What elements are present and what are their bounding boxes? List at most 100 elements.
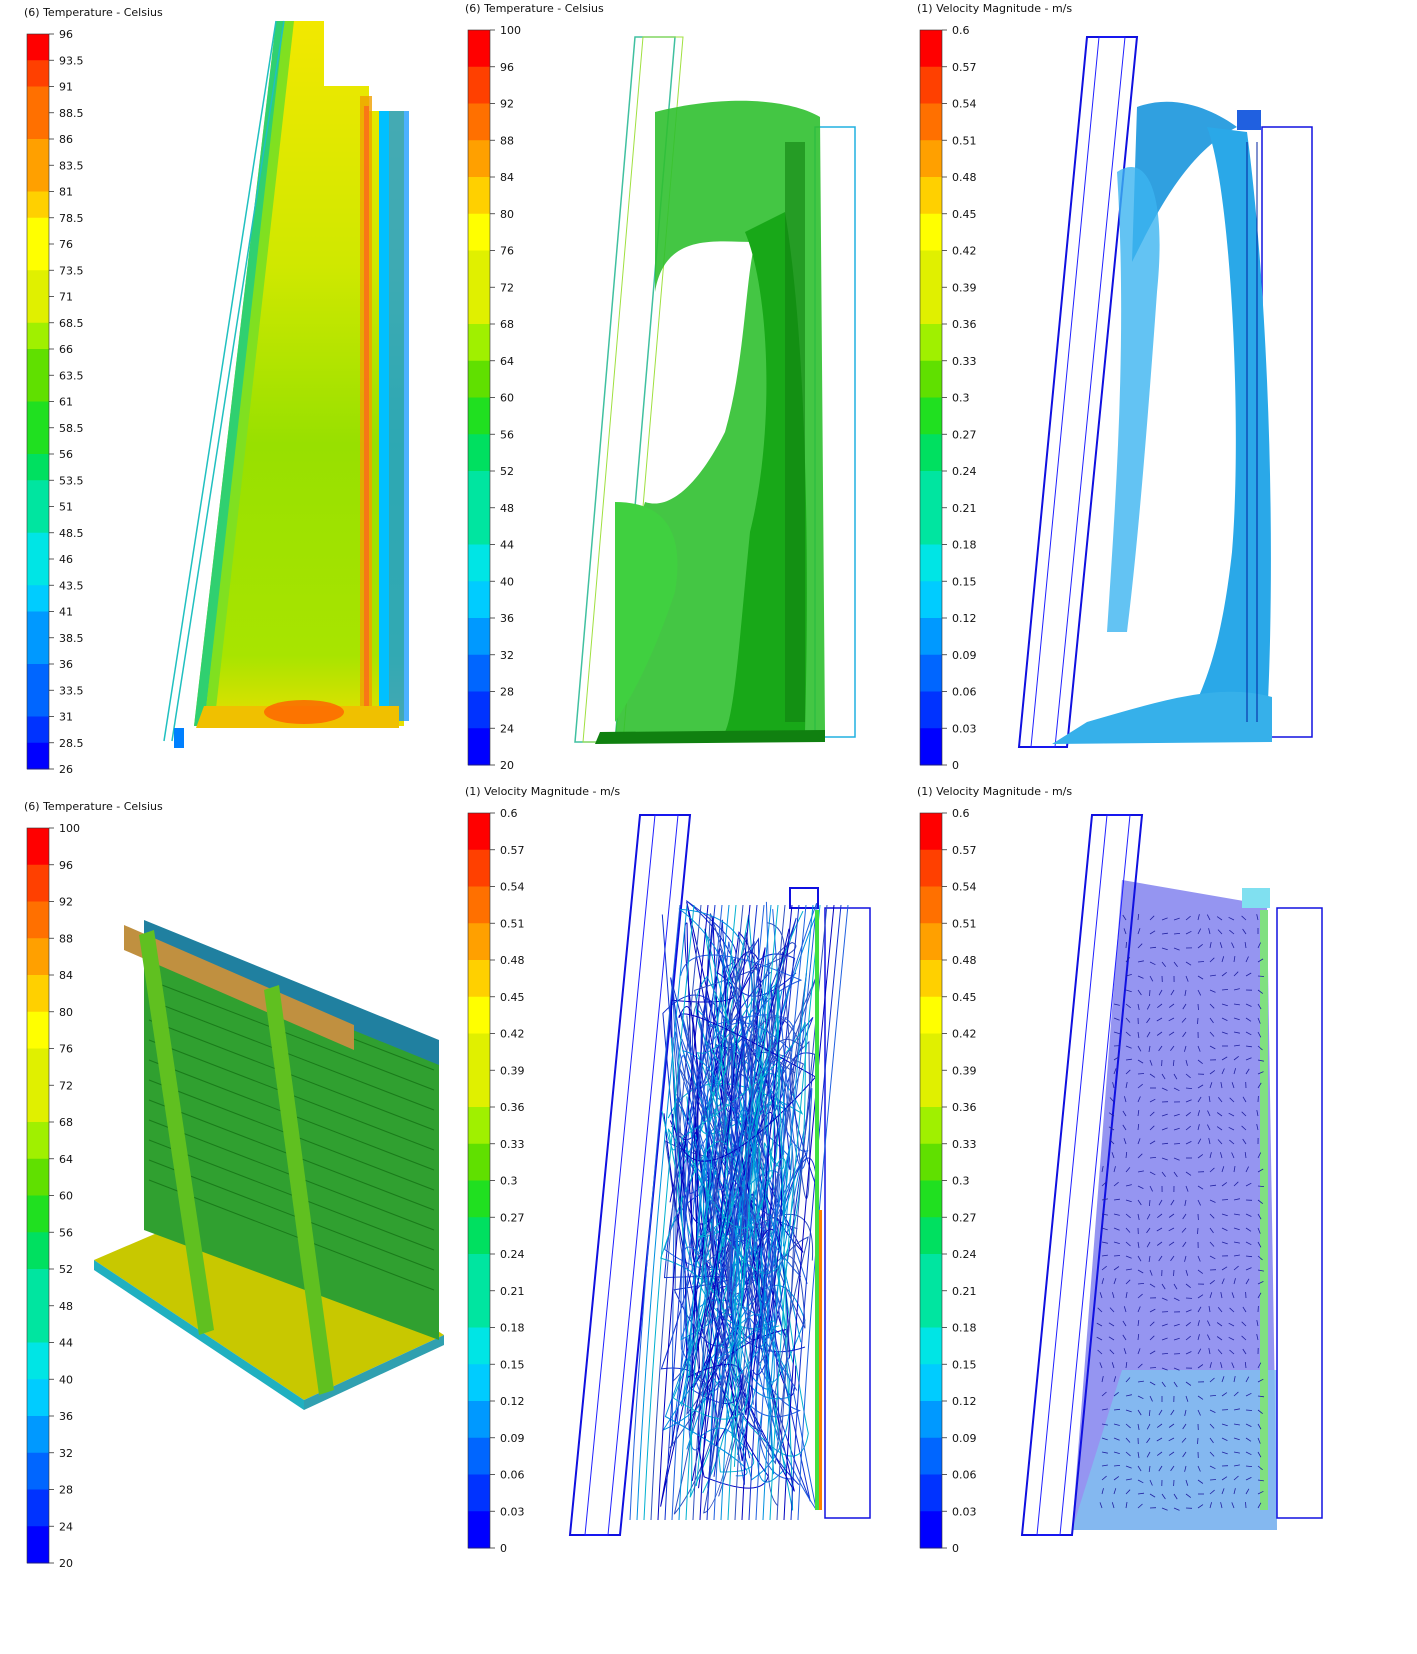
- vector-arrow: [1209, 1045, 1216, 1050]
- vector-arrow: [1257, 1003, 1262, 1010]
- vector-arrow: [1197, 1364, 1204, 1369]
- vector-arrow: [1137, 1492, 1145, 1495]
- legend-tick-label: 0.21: [500, 1285, 525, 1298]
- vector-arrow: [1257, 1437, 1261, 1444]
- legend-tick-label: 0.24: [500, 1248, 525, 1261]
- vector-arrow: [1173, 961, 1178, 968]
- vector-arrow: [1209, 1255, 1216, 1260]
- vector-arrow: [1217, 1349, 1223, 1355]
- vector-arrow: [1137, 1059, 1144, 1064]
- vector-arrow: [1229, 1307, 1235, 1313]
- vector-arrow: [1123, 1138, 1127, 1145]
- legend-swatch: [920, 103, 942, 141]
- vector-arrow: [1101, 1254, 1108, 1257]
- legend-tick-label: 0.54: [952, 881, 977, 894]
- legend-tick-label: 83.5: [59, 159, 84, 172]
- vector-arrow: [1137, 1293, 1143, 1299]
- streamline: [670, 972, 795, 1492]
- vector-arrow: [1209, 1213, 1215, 1219]
- legend-tick-label: 0.18: [500, 1322, 525, 1335]
- vector-arrow: [1168, 1451, 1175, 1456]
- vector-arrow: [1125, 1069, 1131, 1075]
- vector-arrow: [1101, 1278, 1104, 1285]
- vector-arrow: [1149, 961, 1156, 966]
- vector-arrow: [1197, 1185, 1204, 1190]
- vector-arrow: [1229, 1349, 1235, 1355]
- panel-title: (6) Temperature - Celsius: [465, 2, 604, 15]
- vector-arrow: [1123, 928, 1127, 935]
- legend-swatch: [920, 397, 942, 435]
- vector-arrow: [1137, 1185, 1144, 1189]
- vector-arrow: [1244, 942, 1247, 949]
- vector-arrow: [1125, 1394, 1132, 1397]
- legend-swatch: [920, 544, 942, 582]
- vector-arrow: [1185, 975, 1189, 982]
- vector-arrow: [1228, 1336, 1235, 1341]
- legend-swatch: [27, 34, 49, 61]
- vector-arrow: [1157, 1213, 1163, 1219]
- vector-arrow: [1245, 972, 1252, 977]
- vector-arrow: [1221, 1227, 1228, 1231]
- vector-arrow: [1245, 1017, 1252, 1022]
- vector-arrow: [1208, 928, 1211, 935]
- vector-arrow: [1233, 1055, 1239, 1061]
- legend-swatch: [468, 581, 490, 619]
- vector-arrow: [1257, 1281, 1264, 1285]
- vector-arrow: [1137, 1083, 1143, 1089]
- vector-arrow: [1197, 1294, 1204, 1299]
- vector-arrow: [1221, 1056, 1228, 1061]
- vector-arrow: [1161, 1297, 1168, 1301]
- vector-arrow: [1197, 1504, 1204, 1509]
- vector-arrow: [1168, 1423, 1175, 1428]
- legend-swatch: [27, 191, 49, 219]
- vector-arrow: [1242, 1096, 1247, 1103]
- vector-arrow: [1149, 930, 1156, 935]
- vector-arrow: [1233, 1265, 1239, 1271]
- legend-swatch: [920, 1254, 942, 1292]
- vector-arrow: [1185, 1335, 1191, 1341]
- legend-tick-label: 52: [500, 465, 514, 478]
- vector-arrow: [1156, 1437, 1163, 1442]
- vector-arrow: [1173, 1283, 1178, 1290]
- vector-arrow: [1101, 1227, 1108, 1231]
- vector-arrow: [1245, 1255, 1253, 1258]
- legend-tick-label: 0.57: [952, 61, 977, 74]
- vector-arrow: [1185, 1099, 1192, 1103]
- legend-tick-label: 96: [500, 61, 514, 74]
- legend-swatch: [468, 1143, 490, 1181]
- vector-arrow: [1182, 1003, 1187, 1010]
- legend-swatch: [468, 471, 490, 509]
- legend-tick-label: 0.27: [952, 1211, 977, 1224]
- legend-swatch: [27, 349, 49, 376]
- vector-arrow: [1161, 1171, 1166, 1178]
- vector-arrow: [1111, 1362, 1115, 1369]
- legend-swatch: [468, 287, 490, 325]
- vector-arrow: [1221, 1266, 1228, 1271]
- vector-arrow: [1184, 1199, 1187, 1206]
- vector-arrow: [1245, 1376, 1250, 1383]
- legend-swatch: [27, 244, 49, 271]
- vector-arrow: [1181, 1017, 1187, 1023]
- vector-arrow: [1233, 1475, 1239, 1481]
- panel-temperature-3d: (6) Temperature - Celsius 100 96 92 88 84 80 7…: [24, 800, 444, 1590]
- vector-arrow: [1257, 1082, 1262, 1089]
- streamline: [706, 904, 758, 1521]
- vector-arrow: [1137, 1003, 1140, 1010]
- radiator-3d-model-view: [94, 920, 444, 1410]
- vector-arrow: [1209, 1362, 1212, 1369]
- legend-tick-label: 76: [59, 238, 73, 251]
- vector-arrow: [1156, 1241, 1163, 1246]
- legend-swatch: [468, 1364, 490, 1402]
- legend-tick-label: 28: [500, 686, 514, 699]
- legend-tick-label: 72: [59, 1079, 73, 1092]
- vector-arrow: [1170, 1409, 1175, 1416]
- legend-swatch: [920, 324, 942, 362]
- vector-arrow: [1233, 1241, 1240, 1244]
- vector-arrow: [1101, 1488, 1104, 1495]
- vector-arrow: [1257, 1213, 1262, 1220]
- legend-swatch: [468, 691, 490, 729]
- legend-tick-label: 32: [500, 649, 514, 662]
- vector-arrow: [1233, 1451, 1240, 1454]
- legend-swatch: [27, 716, 49, 744]
- vector-arrow: [1149, 1381, 1156, 1386]
